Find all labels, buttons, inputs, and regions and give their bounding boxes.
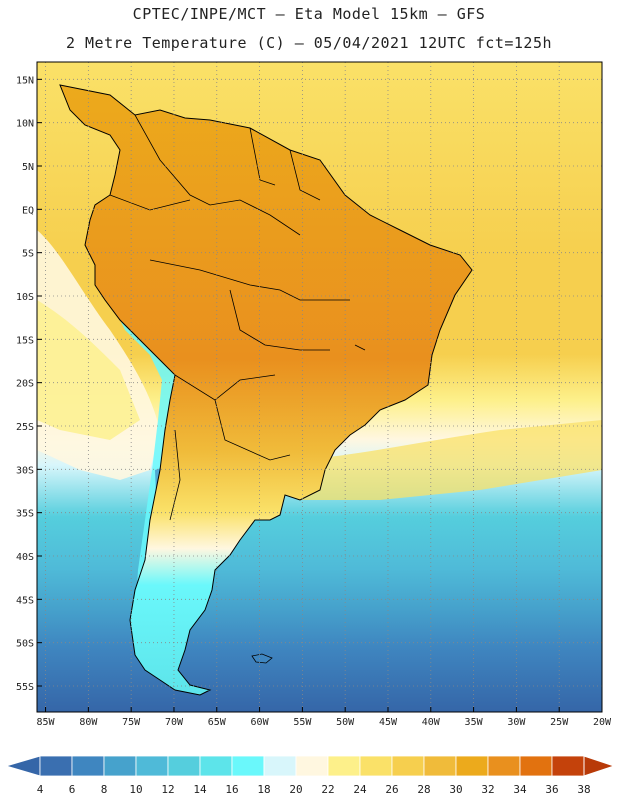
map-title-line-2: 2 Metre Temperature (C) – 05/04/2021 12U… xyxy=(65,34,553,52)
colorbar-label: 16 xyxy=(225,783,238,796)
colorbar-label: 10 xyxy=(129,783,142,796)
colorbar-label: 14 xyxy=(193,783,207,796)
lat-label: 25S xyxy=(16,422,34,433)
atlantic-warm-band xyxy=(300,420,602,500)
lat-label: 35S xyxy=(16,509,34,520)
colorbar-swatch xyxy=(295,755,329,777)
colorbar-label: 20 xyxy=(289,783,302,796)
colorbar-swatch xyxy=(231,755,265,777)
lat-label: 15S xyxy=(16,335,34,346)
lat-label: 40S xyxy=(16,552,34,563)
colorbar-label: 34 xyxy=(513,783,527,796)
lon-label: 75W xyxy=(122,717,141,728)
lat-label: 10N xyxy=(16,119,34,130)
lon-label: 60W xyxy=(251,717,270,728)
colorbar-label: 26 xyxy=(385,783,398,796)
lat-label: 30S xyxy=(16,465,34,476)
lat-label: 50S xyxy=(16,639,34,650)
falkland-islands xyxy=(251,653,273,664)
colorbar-swatch xyxy=(199,755,233,777)
colorbar-high-arrow xyxy=(583,755,616,777)
colorbar-swatch xyxy=(423,755,457,777)
lon-label: 30W xyxy=(507,717,526,728)
lat-label: 10S xyxy=(16,292,34,303)
country-borders xyxy=(109,114,366,521)
colorbar-swatch xyxy=(551,755,585,777)
colorbar-swatch xyxy=(263,755,297,777)
colorbar-swatch xyxy=(103,755,137,777)
lat-label: 20S xyxy=(16,379,34,390)
colorbar-swatch xyxy=(487,755,521,777)
lon-label: 55W xyxy=(293,717,312,728)
lat-label: EQ xyxy=(22,205,34,216)
colorbar-label: 4 xyxy=(37,783,44,796)
lon-label: 35W xyxy=(465,717,484,728)
lon-label: 65W xyxy=(208,717,227,728)
lon-label: 25W xyxy=(550,717,569,728)
lon-label: 70W xyxy=(165,717,184,728)
lat-label: 45S xyxy=(16,595,34,606)
lat-label: 5N xyxy=(22,162,34,173)
colorbar-label: 6 xyxy=(69,783,76,796)
colorbar-swatch xyxy=(391,755,425,777)
colorbar-label: 18 xyxy=(257,783,270,796)
lat-label: 5S xyxy=(22,249,34,260)
colorbar-swatch xyxy=(359,755,393,777)
colorbar-label: 24 xyxy=(353,783,367,796)
colorbar-label: 32 xyxy=(481,783,494,796)
colorbar-label: 38 xyxy=(577,783,590,796)
colorbar-swatch xyxy=(519,755,553,777)
lat-label: 15N xyxy=(16,75,34,86)
map-plot-area xyxy=(37,62,602,712)
colorbar-swatch xyxy=(39,755,73,777)
colorbar-label: 28 xyxy=(417,783,430,796)
colorbar-swatch xyxy=(135,755,169,777)
lon-label: 40W xyxy=(422,717,441,728)
colorbar: 4 6 8 10 12 14 16 18 20 22 24 26 28 30 32 34 36 38 xyxy=(4,755,616,796)
colorbar-swatch xyxy=(167,755,201,777)
lat-label: 55S xyxy=(16,682,34,693)
colorbar-label: 36 xyxy=(545,783,558,796)
latitude-axis: 15N 10N 5N EQ 5S 10S 15S 20S 25S 30S 35S 40S 45S 50S 5… xyxy=(16,75,42,693)
colorbar-label: 12 xyxy=(161,783,174,796)
colorbar-low-arrow xyxy=(4,755,41,777)
lon-label: 45W xyxy=(379,717,398,728)
lon-label: 80W xyxy=(79,717,98,728)
colorbar-label: 22 xyxy=(321,783,334,796)
plot-frame xyxy=(36,61,603,713)
lon-label: 85W xyxy=(37,717,56,728)
lat-lon-gridlines xyxy=(37,62,602,712)
colorbar-label: 30 xyxy=(449,783,462,796)
colorbar-label: 8 xyxy=(101,783,108,796)
colorbar-swatch xyxy=(327,755,361,777)
lon-label: 50W xyxy=(336,717,355,728)
colorbar-swatch xyxy=(71,755,105,777)
lon-label: 20W xyxy=(593,717,612,728)
colorbar-swatch xyxy=(455,755,489,777)
longitude-axis: 85W 80W 75W 70W 65W 60W 55W 50W 45W 40W 35W 30W 25W 2… xyxy=(37,707,612,728)
map-title-line-1: CPTEC/INPE/MCT – Eta Model 15km – GFS xyxy=(132,5,486,23)
